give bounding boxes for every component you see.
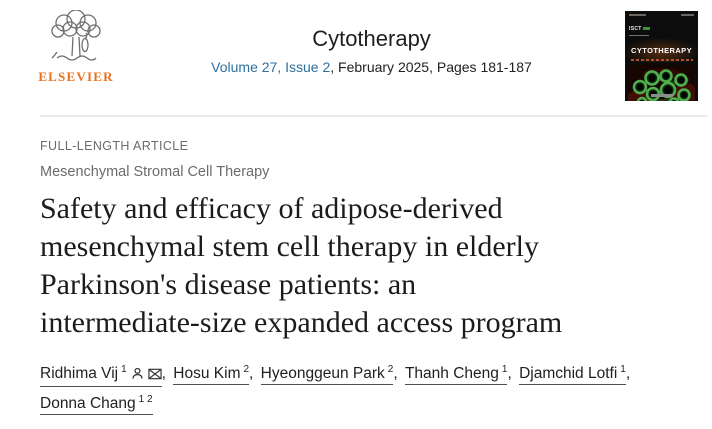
author-name: Thanh Cheng <box>404 365 499 382</box>
authors-list: Ridhima Vij 1, Hosu Kim 2, Hyeonggeun Park… <box>40 359 672 419</box>
isct-logo: ISCT <box>625 16 698 34</box>
envelope-icon[interactable] <box>147 367 162 384</box>
article-title: Safety and efficacy of adipose-derived m… <box>40 190 672 342</box>
author-name: Donna Chang <box>40 395 136 412</box>
journal-title-link[interactable]: Cytotherapy <box>312 26 431 51</box>
author-superscript: 1 2 <box>138 393 153 405</box>
author-link[interactable]: Thanh Cheng 1 <box>404 363 508 385</box>
content-divider <box>40 115 708 117</box>
author-separator: , <box>625 365 631 382</box>
title-line: mesenchymal stem cell therapy in elderly <box>40 230 539 263</box>
author-separator: , <box>507 365 517 382</box>
author-superscript: 1 <box>501 363 508 375</box>
isct-green-mark <box>642 27 650 30</box>
title-line: Parkinson's disease patients: an <box>40 268 417 301</box>
author-link[interactable]: Donna Chang 1 2 <box>40 394 153 415</box>
title-line: intermediate-size expanded access progra… <box>40 306 563 339</box>
cover-microscopy-image <box>625 65 698 101</box>
author-name: Hosu Kim <box>173 365 241 382</box>
author-separator: , <box>393 365 402 382</box>
cover-masthead-bar <box>629 14 646 16</box>
issue-date-pages: , February 2025, Pages 181-187 <box>330 59 532 75</box>
author-name: Hyeonggeun Park <box>260 365 385 382</box>
article-head: FULL-LENGTH ARTICLE Mesenchymal Stromal … <box>0 117 712 419</box>
cover-subtitle-bar <box>630 59 693 61</box>
cover-title: CYTOTHERAPY <box>631 46 692 55</box>
author-link[interactable]: Ridhima Vij 1 <box>40 364 162 387</box>
cover-masthead-bar <box>681 14 694 16</box>
elsevier-wordmark: ELSEVIER <box>38 69 114 84</box>
article-type-label: FULL-LENGTH ARTICLE <box>40 139 189 153</box>
cover-masthead-bars <box>625 11 698 16</box>
author-link[interactable]: Hyeonggeun Park 2 <box>260 363 394 385</box>
author-superscript: 2 <box>243 363 250 375</box>
elsevier-logo[interactable]: ELSEVIER <box>34 10 118 85</box>
author-name: Djamchid Lotfi <box>519 365 618 382</box>
issue-line: Volume 27, Issue 2, February 2025, Pages… <box>118 59 625 75</box>
journal-cover[interactable]: ISCT CYTOTHERAPY <box>625 11 698 101</box>
author-link[interactable]: Hosu Kim 2 <box>173 363 250 385</box>
person-icon[interactable] <box>131 367 144 384</box>
cover-title-band: CYTOTHERAPY <box>625 38 698 62</box>
cover-publisher-mark <box>650 94 673 97</box>
author-superscript: 1 <box>620 363 626 375</box>
author-superscript: 1 <box>121 363 127 375</box>
volume-issue-link[interactable]: Volume 27, Issue 2 <box>211 59 331 75</box>
section-label: Mesenchymal Stromal Cell Therapy <box>40 164 270 180</box>
cover-masthead-bar <box>629 35 649 36</box>
author-separator: , <box>161 365 171 382</box>
author-link[interactable]: Djamchid Lotfi 1 <box>519 364 626 385</box>
author-name: Ridhima Vij <box>40 365 119 382</box>
journal-header: ELSEVIER Cytotherapy Volume 27, Issue 2,… <box>0 0 712 104</box>
journal-title-block: Cytotherapy Volume 27, Issue 2, February… <box>118 10 625 75</box>
elsevier-tree-icon <box>34 10 118 68</box>
author-superscript: 2 <box>387 363 394 375</box>
title-line: Safety and efficacy of adipose-derived <box>40 192 503 225</box>
author-separator: , <box>249 365 258 382</box>
